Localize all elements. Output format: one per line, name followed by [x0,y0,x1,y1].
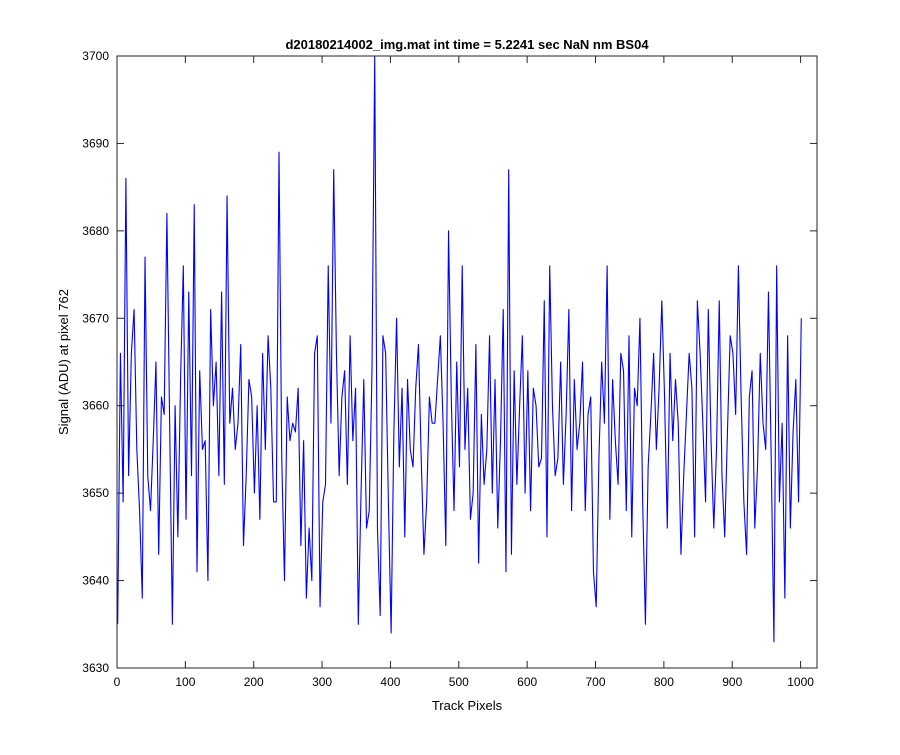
x-tick-label: 600 [517,675,537,689]
x-tick-label: 700 [586,675,606,689]
y-tick-label: 3660 [82,399,109,413]
x-tick-label: 0 [114,675,121,689]
x-tick-label: 400 [380,675,400,689]
y-tick-label: 3670 [82,311,109,325]
x-tick-label: 900 [722,675,742,689]
series-line [117,55,802,643]
x-tick-label: 300 [312,675,332,689]
x-tick-label: 1000 [787,675,814,689]
plot-area-background [117,56,817,668]
x-tick-label: 100 [175,675,195,689]
y-tick-label: 3630 [82,661,109,675]
y-tick-label: 3640 [82,574,109,588]
chart-title: d20180214002_img.mat int time = 5.2241 s… [285,37,649,52]
x-tick-label: 800 [654,675,674,689]
x-tick-label: 200 [244,675,264,689]
tick-labels-layer: 0 100 200 300 400 500 600 700 800 900 1000 3630 3640… [82,49,814,689]
y-axis-label: Signal (ADU) at pixel 762 [56,289,71,435]
y-tick-label: 3680 [82,224,109,238]
x-tick-label: 500 [449,675,469,689]
y-tick-label: 3650 [82,486,109,500]
y-tick-label: 3690 [82,136,109,150]
axes-box [116,55,818,669]
x-axis-label: Track Pixels [432,698,503,713]
y-tick-label: 3700 [82,49,109,63]
